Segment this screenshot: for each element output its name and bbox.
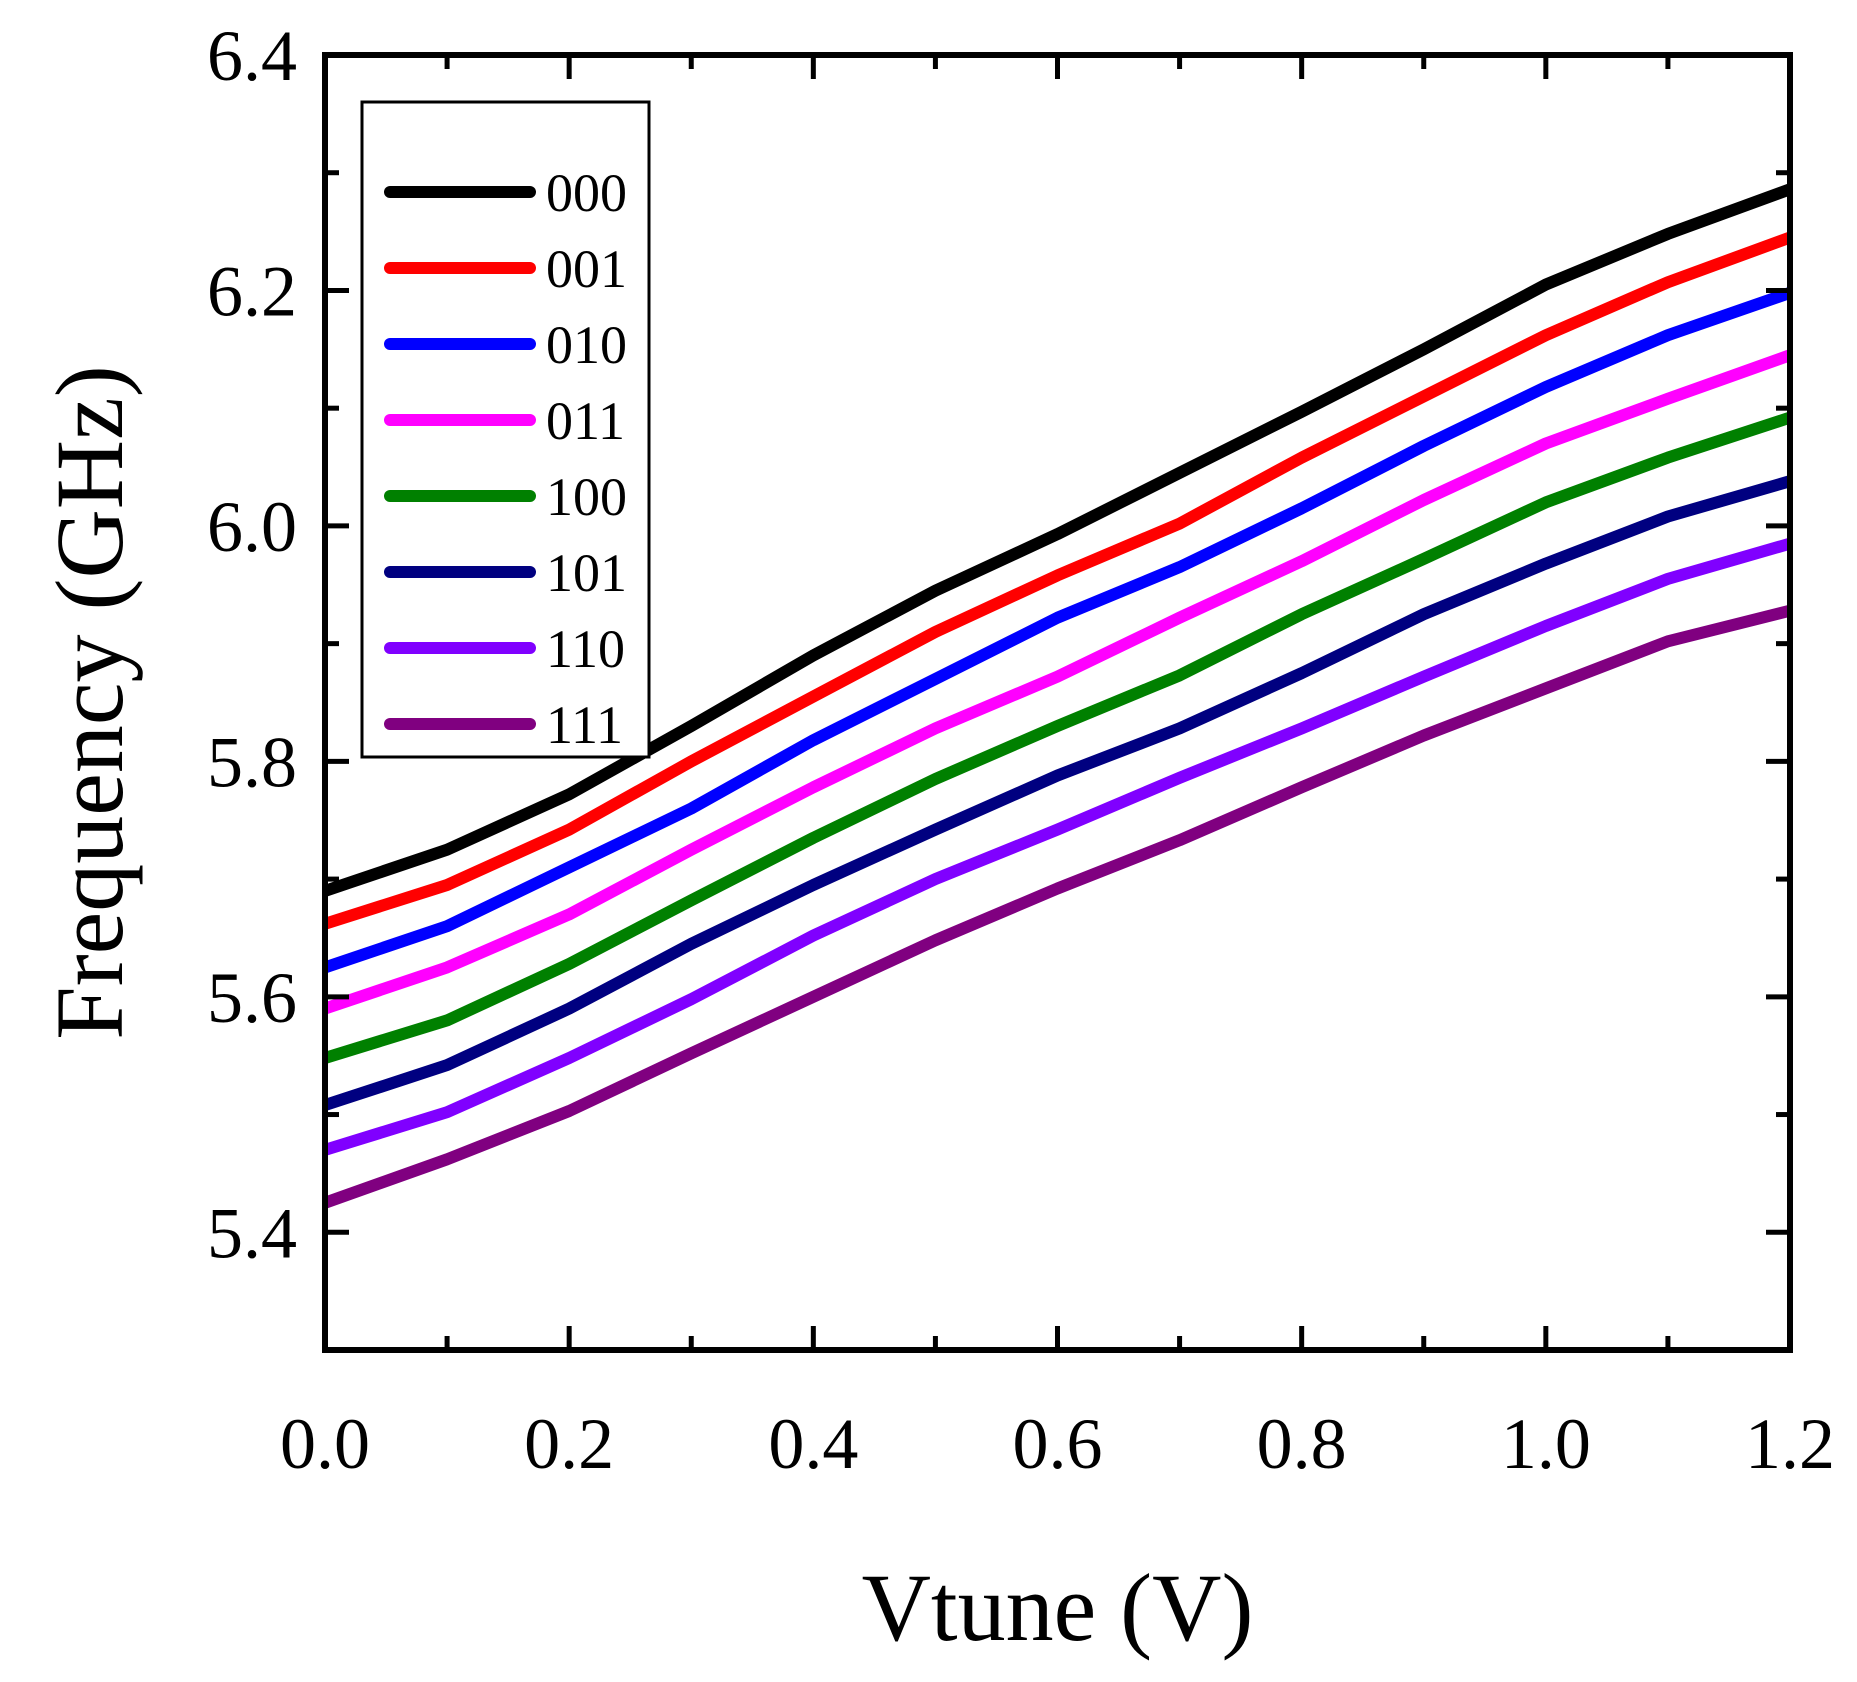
legend-label-000: 000 xyxy=(546,163,627,223)
y-tick-label: 6.2 xyxy=(207,251,297,331)
x-tick-label: 1.2 xyxy=(1745,1404,1835,1484)
series-line-001 xyxy=(323,231,1793,930)
x-tick-label: 0.6 xyxy=(1013,1404,1103,1484)
legend-label-011: 011 xyxy=(546,391,625,451)
series-layer xyxy=(322,183,1793,1209)
series-line-010 xyxy=(323,287,1792,974)
y-axis-title: Frequency (GHz) xyxy=(36,365,143,1039)
axis-ticks: 0.0 0.2 0.4 0.6 0.8 1.0 1.2 5.4 5.6 5.8 6.0 6.2 6.4 xyxy=(207,16,1835,1484)
x-tick-label: 0.2 xyxy=(524,1404,614,1484)
y-tick-label: 5.6 xyxy=(207,958,297,1038)
series-line-110 xyxy=(323,537,1792,1156)
y-tick-label: 6.4 xyxy=(207,16,297,96)
x-tick-label: 1.0 xyxy=(1501,1404,1591,1484)
legend-label-111: 111 xyxy=(546,695,623,755)
y-tick-label: 5.4 xyxy=(207,1193,297,1273)
legend-label-001: 001 xyxy=(546,239,627,299)
legend-label-101: 101 xyxy=(546,543,627,603)
legend-label-010: 010 xyxy=(546,315,627,375)
y-tick-label: 5.8 xyxy=(207,722,297,802)
series-line-101 xyxy=(323,475,1792,1111)
x-axis-title: Vtune (V) xyxy=(862,1554,1254,1661)
x-tick-label: 0.8 xyxy=(1257,1404,1347,1484)
series-line-111 xyxy=(322,604,1792,1209)
x-tick-label: 0.0 xyxy=(280,1404,370,1484)
series-line-100 xyxy=(323,411,1792,1064)
series-line-011 xyxy=(323,349,1793,1015)
y-tick-label: 6.0 xyxy=(207,487,297,567)
x-tick-label: 0.4 xyxy=(768,1404,858,1484)
legend-label-100: 100 xyxy=(546,467,627,527)
legend: 000 001 010 011 100 101 110 111 xyxy=(360,100,651,759)
series-line-000 xyxy=(323,183,1793,897)
legend-label-110: 110 xyxy=(546,619,625,679)
